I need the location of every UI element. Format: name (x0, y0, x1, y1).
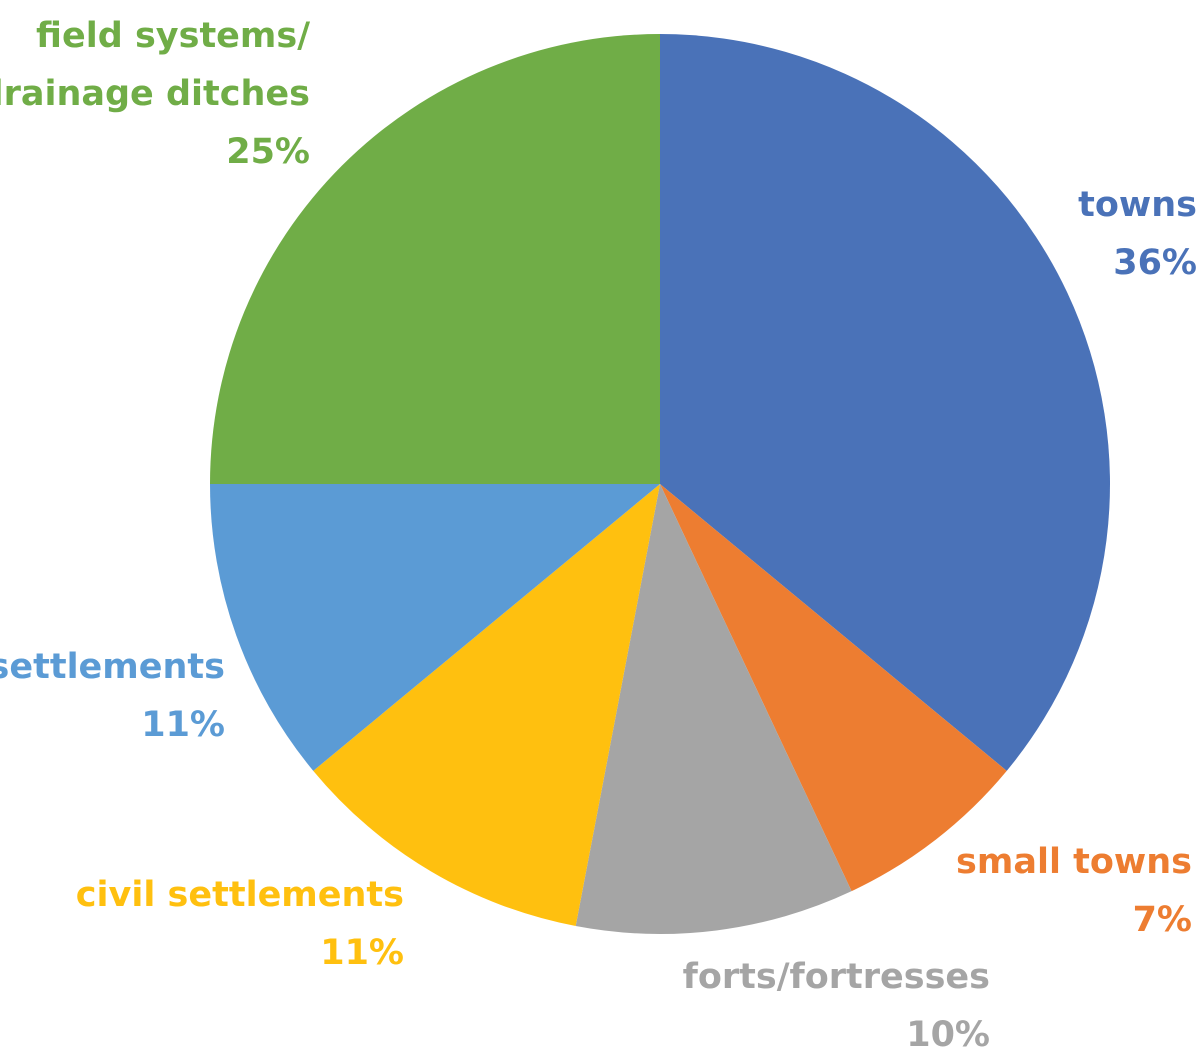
slice-name-label-small-towns: small towns (956, 842, 1192, 882)
slice-value-label-civil-settlements: 11% (320, 933, 404, 973)
pie-slice-civil-settlements (313, 484, 660, 927)
slice-value-label-small-towns: 7% (1133, 900, 1192, 940)
slice-value-label-field-systems-drainage-ditches: 25% (226, 132, 310, 172)
pie-slice-field-systems-drainage-ditches (210, 34, 660, 484)
pie-slice-settlements (210, 484, 660, 771)
slice-name-label-forts-fortresses: forts/fortresses (683, 957, 990, 997)
slice-name-label-field-systems-drainage-ditches: drainage ditches (0, 74, 310, 114)
slice-name-label-settlements: settlements (0, 647, 225, 687)
slice-value-label-forts-fortresses: 10% (906, 1015, 990, 1050)
pie-slice-towns (660, 34, 1111, 771)
slice-value-label-towns: 36% (1113, 243, 1197, 283)
slice-name-label-field-systems-drainage-ditches: field systems/ (36, 16, 310, 56)
pie-slice-small-towns (660, 484, 1007, 892)
pie-slice-forts-fortresses (575, 484, 852, 934)
slice-name-label-civil-settlements: civil settlements (76, 875, 404, 915)
slice-value-label-settlements: 11% (141, 705, 225, 745)
slice-name-label-towns: towns (1078, 185, 1197, 225)
pie-labels: towns 36% small towns 7% forts/fortresses 10%… (0, 16, 1197, 1050)
pie-slices (210, 34, 1111, 934)
